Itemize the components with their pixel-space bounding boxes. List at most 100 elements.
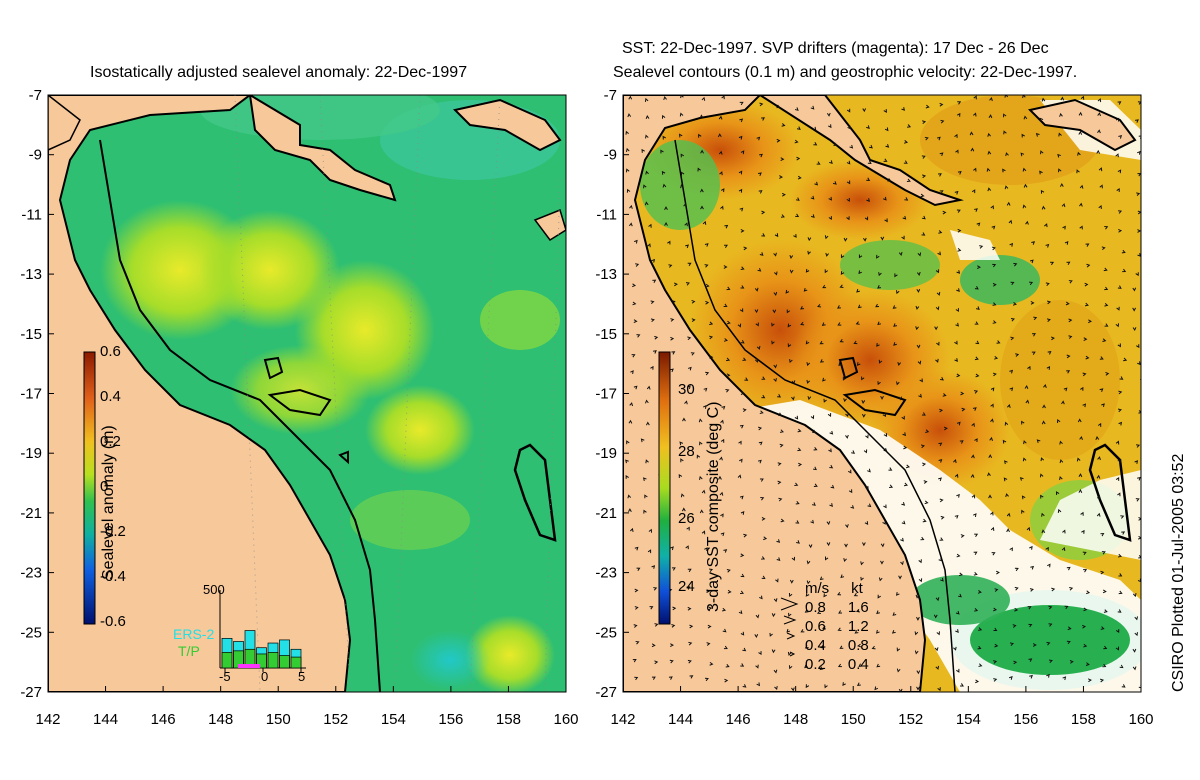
velocity-arrow (1040, 150, 1044, 155)
velocity-arrow (877, 381, 881, 386)
velocity-arrow (975, 679, 980, 684)
velocity-arrow (1008, 676, 1013, 680)
velocity-arrow (721, 95, 725, 100)
velocity-arrow (1115, 117, 1120, 122)
velocity-arrow (654, 623, 659, 627)
velocity-arrow (1023, 115, 1028, 120)
velocity-arrow (1116, 306, 1120, 311)
velocity-arrow (645, 459, 649, 464)
velocity-arrow (1058, 168, 1062, 173)
y-tick-label: -17 (595, 386, 617, 403)
velocity-arrow (1117, 343, 1121, 348)
velocity-arrow (755, 322, 759, 327)
velocity-arrow (1003, 113, 1007, 118)
velocity-arrow (837, 663, 842, 668)
velocity-arrow (709, 321, 714, 326)
velocity-arrow (663, 96, 667, 101)
velocity-arrow (683, 202, 687, 207)
velocity-arrow (1048, 623, 1053, 627)
velocity-arrow (720, 205, 724, 210)
velocity-arrow (705, 283, 710, 288)
velocity-arrow (776, 557, 781, 561)
velocity-arrow (679, 112, 684, 117)
velocity-arrow (978, 663, 983, 667)
velocity-arrow (811, 214, 815, 219)
velocity-arrow (719, 491, 724, 496)
velocity-arrow (1136, 444, 1141, 448)
velocity-arrow (1080, 386, 1084, 391)
velocity-arrow (975, 340, 980, 345)
velocity-arrow (861, 413, 866, 418)
velocity-arrow (853, 340, 858, 345)
velocity-arrow (1102, 338, 1107, 343)
velocity-arrow (865, 434, 869, 439)
velocity-arrow (986, 167, 991, 172)
sst-map-area (623, 95, 1141, 692)
velocity-arrow (1066, 566, 1071, 571)
velocity-arrow (1115, 323, 1120, 328)
velocity-arrow (1027, 365, 1031, 370)
velocity-arrow (775, 578, 779, 583)
x-tick-label: 148 (208, 711, 233, 728)
velocity-arrow (939, 537, 944, 541)
velocity-arrow (888, 467, 893, 471)
velocity-arrow (855, 321, 860, 325)
velocity-arrow (904, 197, 909, 201)
velocity-arrow (1036, 439, 1041, 444)
velocity-arrow (1002, 439, 1007, 444)
velocity-arrow (1083, 569, 1088, 573)
velocity-arrow (704, 677, 709, 682)
velocity-arrow (891, 630, 896, 634)
velocity-arrow (761, 556, 766, 560)
velocity-arrow (971, 494, 976, 499)
velocity-arrow (839, 284, 844, 289)
velocity-arrow (816, 161, 821, 165)
velocity-arrow (994, 355, 999, 360)
velocity-arrow (821, 322, 826, 326)
velocity-arrow (788, 612, 792, 617)
velocity-arrow (742, 357, 747, 361)
velocity-arrow (761, 233, 766, 237)
velocity-arrow (971, 189, 976, 194)
velocity-arrow (789, 359, 793, 364)
velocity-arrow (1069, 587, 1074, 591)
velocity-arrow (702, 405, 707, 409)
velocity-arrow (629, 204, 633, 209)
x-tick-label: 144 (93, 711, 118, 728)
velocity-arrow (691, 299, 696, 304)
velocity-arrow (755, 664, 759, 669)
velocity-arrow (641, 148, 645, 153)
velocity-arrow (921, 215, 926, 220)
velocity-arrow (647, 549, 652, 554)
velocity-arrow (855, 608, 860, 613)
velocity-arrow (861, 399, 866, 404)
velocity-arrow (645, 134, 649, 139)
velocity-arrow (720, 188, 725, 193)
velocity-arrow (1096, 495, 1101, 500)
velocity-arrow (636, 334, 641, 338)
velocity-arrow (993, 607, 998, 612)
y-tick-label: -13 (595, 266, 617, 283)
velocity-arrow (718, 150, 723, 155)
velocity-arrow (651, 676, 656, 680)
velocity-arrow (1101, 551, 1106, 555)
velocity-arrow (633, 319, 638, 324)
y-tick-label: -19 (595, 445, 617, 462)
velocity-arrow (1040, 189, 1045, 194)
velocity-arrow (628, 222, 633, 227)
velocity-arrow (877, 285, 882, 289)
velocity-arrow (969, 131, 974, 136)
y-tick-label: -25 (595, 624, 617, 641)
velocity-arrow (976, 222, 981, 227)
velocity-arrow (884, 127, 889, 132)
velocity-arrow (1079, 225, 1083, 230)
velocity-arrow (723, 549, 728, 553)
velocity-arrow (918, 559, 922, 564)
velocity-arrow (827, 413, 832, 417)
velocity-arrow (970, 147, 975, 152)
velocity-arrow (851, 450, 856, 454)
velocity-arrow (756, 682, 761, 687)
velocity-arrow (1059, 112, 1063, 117)
velocity-arrow (763, 536, 768, 541)
velocity-arrow (717, 133, 722, 138)
